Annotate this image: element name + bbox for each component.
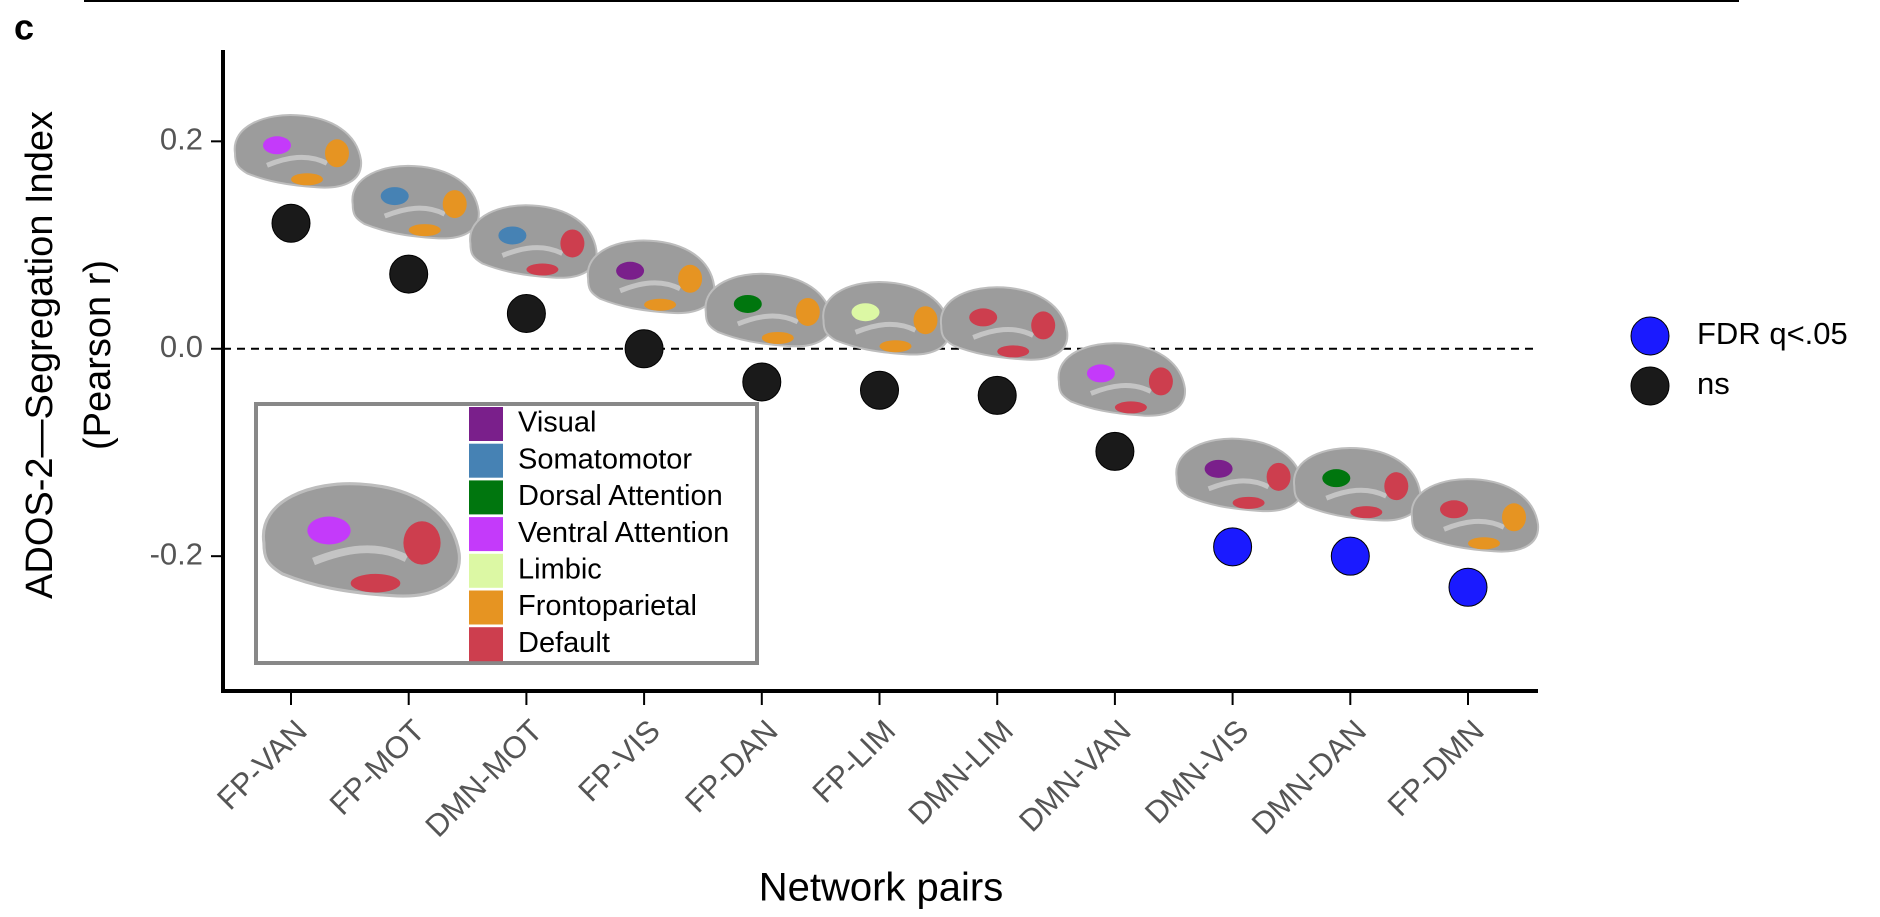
- brain-patch: [351, 574, 401, 593]
- brain-patch: [616, 262, 644, 280]
- brain-patch: [969, 308, 997, 326]
- x-tick-label: FP-VAN: [210, 713, 314, 817]
- brain-patch: [1031, 311, 1055, 339]
- y-axis-label: ADOS-2—Segregation Index: [19, 111, 61, 599]
- brain-surface: [352, 166, 478, 239]
- x-tick-label: DMN-VAN: [1012, 713, 1137, 838]
- brain-patch: [1468, 537, 1500, 549]
- brain-surface: [941, 287, 1067, 360]
- brain-surface: [823, 282, 949, 355]
- legend-label: Ventral Attention: [518, 517, 729, 549]
- x-tick-label: DMN-VIS: [1138, 713, 1255, 830]
- y-tick-label: -0.2: [150, 536, 203, 571]
- brain-patch: [1350, 506, 1382, 518]
- brain-surface: [470, 205, 596, 278]
- data-point: [978, 376, 1016, 414]
- x-tick-label: DMN-MOT: [418, 713, 549, 844]
- brain-patch: [678, 265, 702, 293]
- brain-patch: [997, 345, 1029, 357]
- legend-label: Frontoparietal: [518, 590, 697, 622]
- brain-patch: [1502, 503, 1526, 531]
- brain-patch: [1149, 367, 1173, 395]
- brain-patch: [291, 173, 323, 185]
- brain-surface: [235, 115, 361, 188]
- legend-swatch: [469, 591, 503, 625]
- data-point: [507, 294, 545, 332]
- x-tick-label: FP-VIS: [571, 713, 666, 808]
- legend-label: Somatomotor: [518, 443, 692, 475]
- brain-surface: [1176, 439, 1302, 512]
- brain-patch: [734, 295, 762, 313]
- legend-swatch: [469, 480, 503, 514]
- brain-patch: [852, 303, 880, 321]
- x-tick-label: FP-DMN: [1381, 713, 1491, 823]
- data-point: [1096, 432, 1134, 470]
- x-tick-label: DMN-LIM: [901, 713, 1020, 832]
- brain-patch: [307, 517, 350, 545]
- brain-patch: [1322, 469, 1350, 487]
- data-point: [1214, 528, 1252, 566]
- brain-patch: [381, 187, 409, 205]
- legend-label: Dorsal Attention: [518, 480, 723, 512]
- brain-patch: [914, 306, 938, 334]
- x-tick-label: FP-DAN: [678, 713, 784, 819]
- legend-swatch: [469, 517, 503, 551]
- brain-surface: [1294, 448, 1420, 521]
- legend-label: ns: [1697, 366, 1730, 401]
- brain-patch: [1087, 364, 1115, 382]
- data-point: [625, 330, 663, 368]
- chart: c ADOS-2—Segregation Index (Pearson r) N…: [0, 0, 1880, 917]
- x-tick-label: DMN-DAN: [1245, 713, 1373, 841]
- brain-surface: [705, 274, 831, 347]
- data-point: [390, 255, 428, 293]
- data-point: [1331, 537, 1369, 575]
- data-point: [1449, 568, 1487, 606]
- brain-patch: [560, 229, 584, 257]
- data-point: [272, 204, 310, 242]
- brain-patch: [1384, 472, 1408, 500]
- brain-patch: [443, 190, 467, 218]
- brain-surface: [1412, 479, 1538, 552]
- brain-patch: [1205, 460, 1233, 478]
- brain-patch: [644, 299, 676, 311]
- legend-label: Default: [518, 627, 610, 659]
- data-point: [861, 371, 899, 409]
- brain-patch: [403, 521, 440, 564]
- legend-marker: [1631, 317, 1669, 355]
- legend-label: Visual: [518, 407, 596, 439]
- legend-swatch: [469, 627, 503, 661]
- panel-label: c: [14, 7, 34, 48]
- brain-patch: [263, 136, 291, 154]
- legend-swatch: [469, 554, 503, 588]
- brain-surface: [1059, 343, 1185, 416]
- y-tick-label: 0.0: [160, 329, 203, 364]
- x-axis-label: Network pairs: [759, 866, 1004, 910]
- brain-patch: [498, 226, 526, 244]
- brain-patch: [409, 224, 441, 236]
- data-point: [743, 363, 781, 401]
- x-tick-label: FP-LIM: [806, 713, 903, 810]
- y-tick-label: 0.2: [160, 122, 203, 157]
- brain-patch: [1267, 463, 1291, 491]
- x-tick-label: FP-MOT: [323, 713, 432, 822]
- legend-marker: [1631, 367, 1669, 405]
- brain-patch: [1440, 500, 1468, 518]
- legend-swatch: [469, 407, 503, 441]
- brain-surface: [588, 241, 714, 314]
- brain-patch: [325, 139, 349, 167]
- brain-patch: [1233, 497, 1265, 509]
- y-axis-label: (Pearson r): [77, 260, 119, 450]
- brain-patch: [796, 298, 820, 326]
- legend-label: Limbic: [518, 553, 602, 585]
- brain-patch: [1115, 401, 1147, 413]
- legend-swatch: [469, 444, 503, 478]
- brain-patch: [762, 332, 794, 344]
- brain-patch: [880, 340, 912, 352]
- brain-patch: [526, 263, 558, 275]
- legend-label: FDR q<.05: [1697, 316, 1848, 351]
